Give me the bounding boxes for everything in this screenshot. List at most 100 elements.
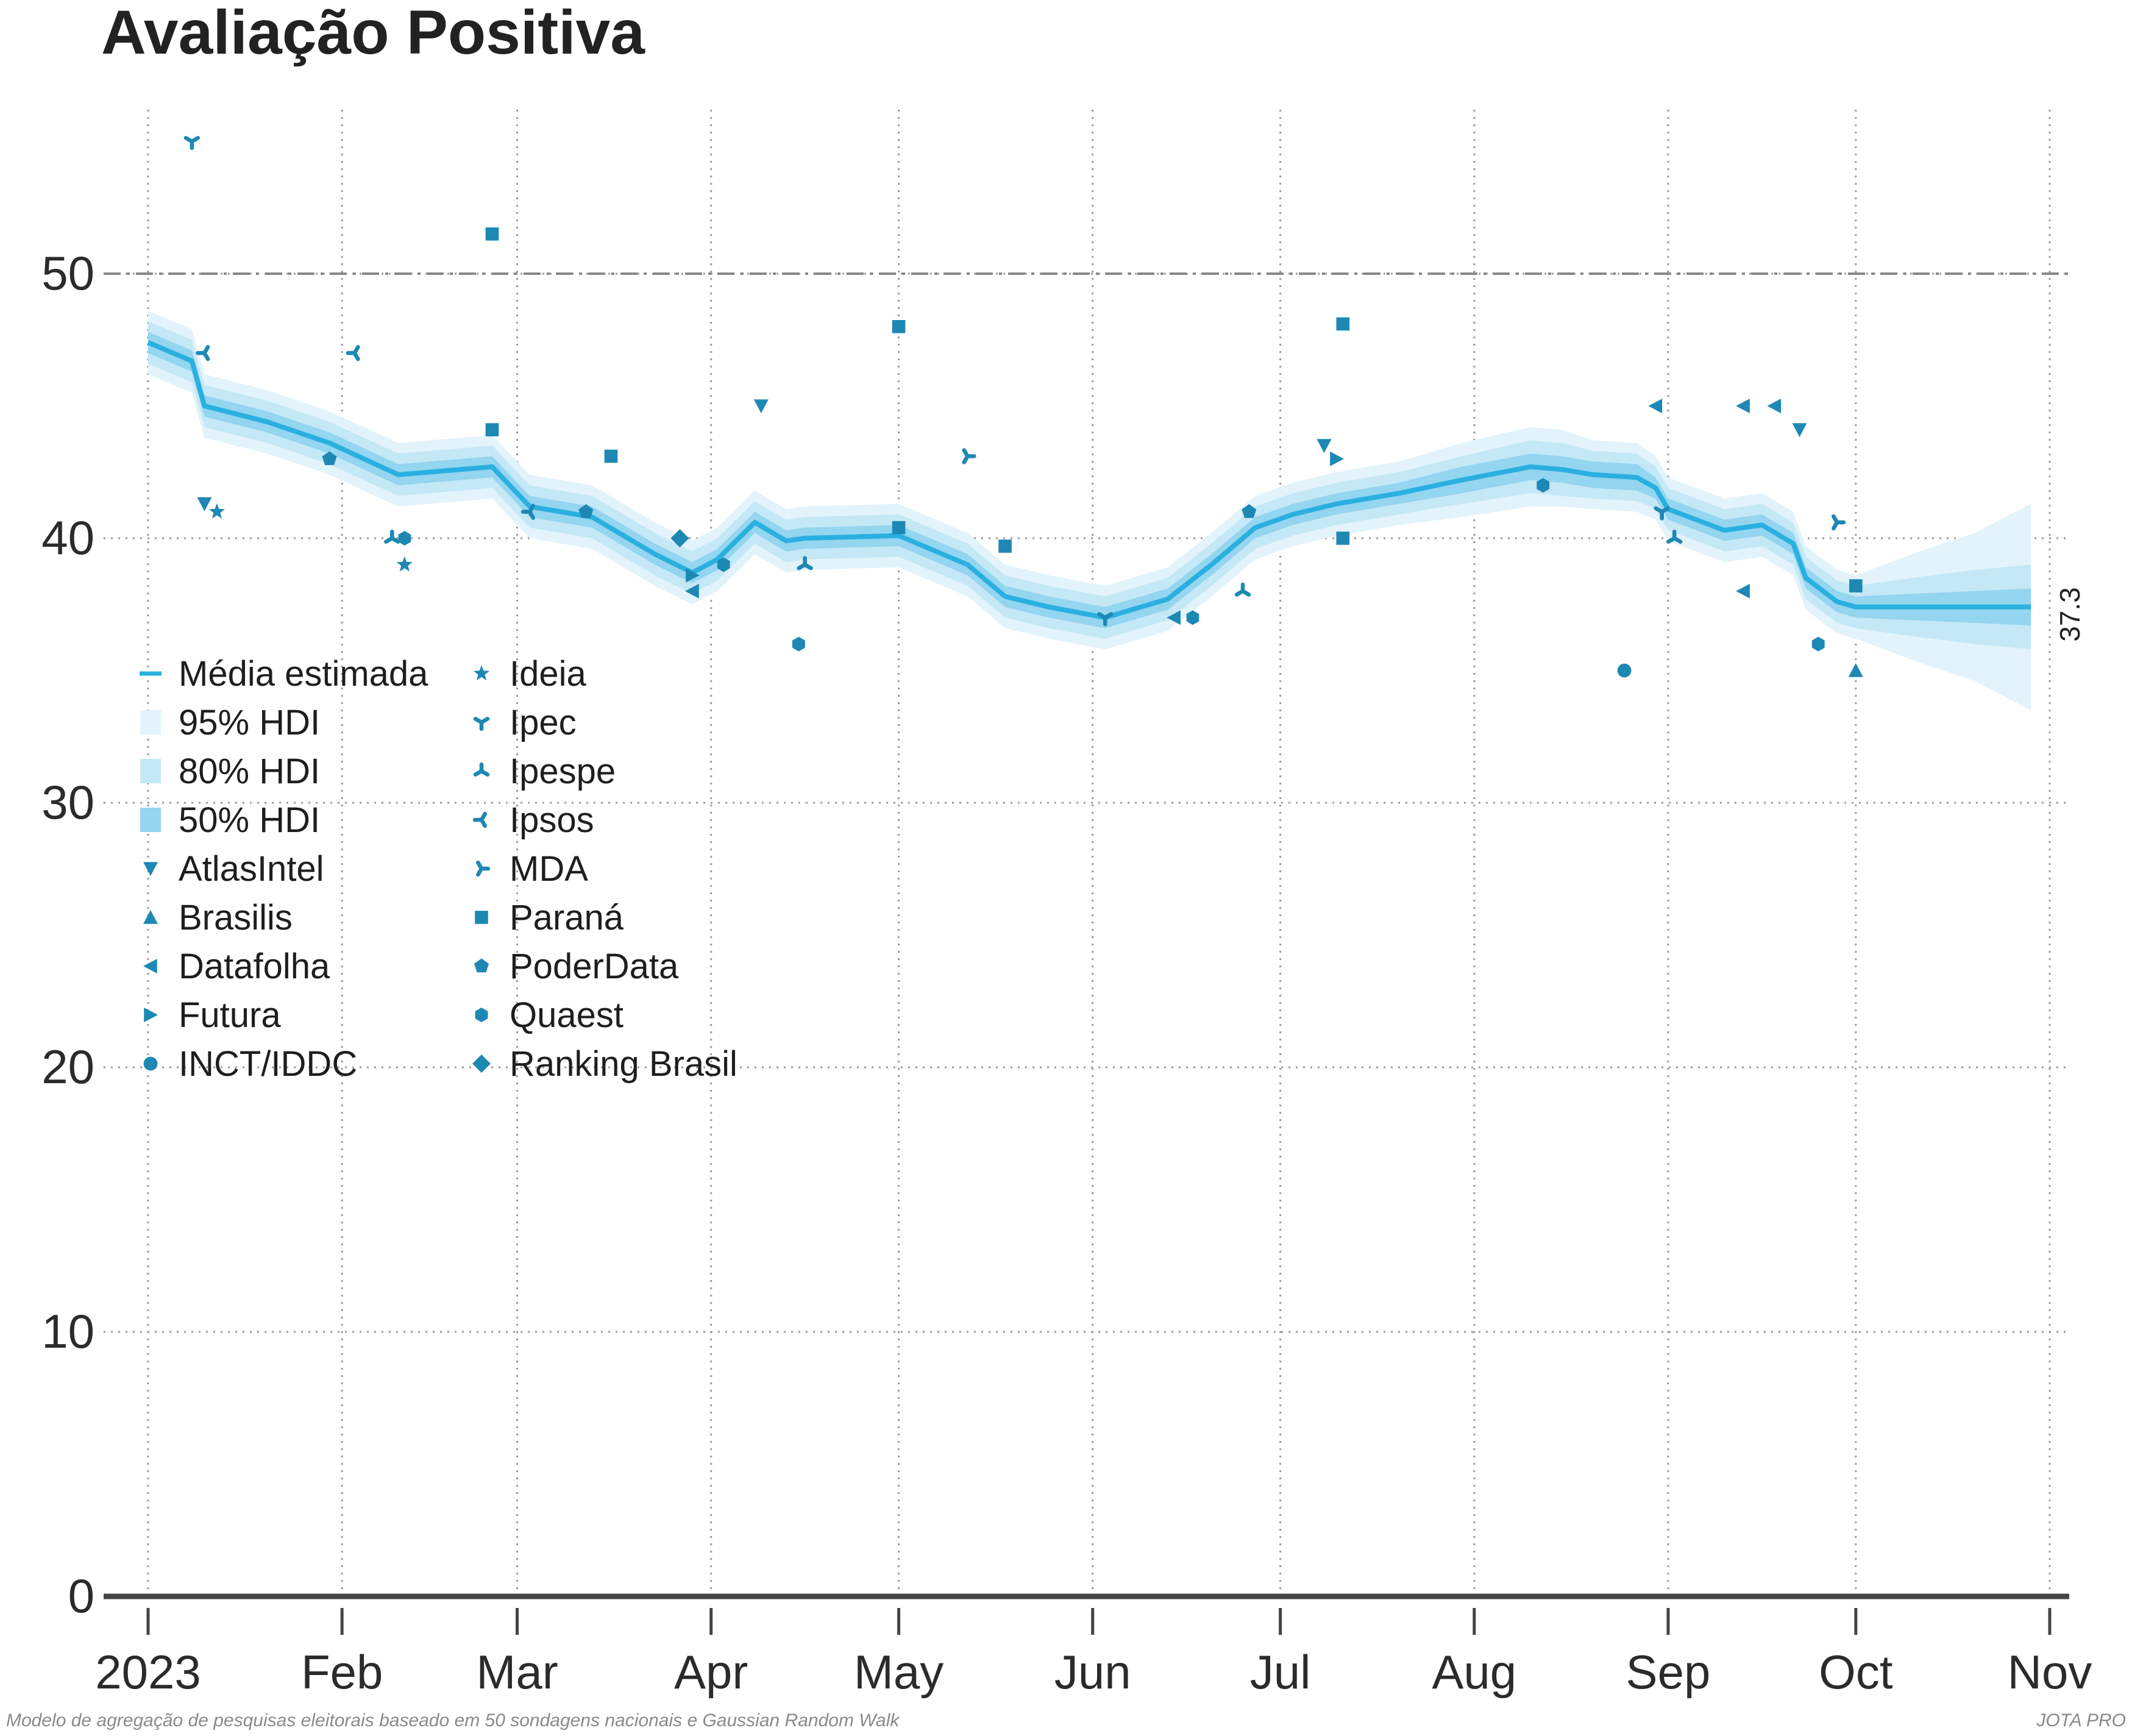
legend-marker-poderdata bbox=[474, 958, 489, 973]
point-datafolha-2 bbox=[1648, 399, 1663, 413]
legend-label-ipespe: Ipespe bbox=[510, 752, 616, 791]
legend-item-ipec: Ipec bbox=[473, 703, 577, 742]
point-quaest-4 bbox=[1537, 478, 1550, 493]
point-quaest-2 bbox=[792, 636, 805, 652]
legend-marker-futura bbox=[144, 1008, 158, 1022]
y-tick-label-40: 40 bbox=[41, 511, 94, 564]
point-datafolha-5 bbox=[1767, 399, 1782, 413]
estimate-line bbox=[147, 340, 2031, 621]
x-tick-label-nov: Nov bbox=[2008, 1645, 2092, 1699]
point-ipsos-0 bbox=[196, 345, 210, 361]
point-ipec-1 bbox=[1097, 612, 1114, 627]
point-paran--4 bbox=[892, 521, 906, 535]
legend-label-paran-: Paraná bbox=[510, 898, 624, 937]
point-ranking-brasil-0 bbox=[670, 529, 689, 547]
poll-points bbox=[183, 136, 1863, 678]
point-paran--1 bbox=[485, 423, 499, 436]
legend-marker-paran- bbox=[475, 911, 488, 924]
legend-item-brasilis: Brasilis bbox=[143, 898, 293, 937]
legend-label-50-hdi: 50% HDI bbox=[179, 800, 320, 840]
point-futura-0 bbox=[686, 567, 700, 583]
y-tick-label-50: 50 bbox=[41, 246, 94, 300]
legend-marker-mda bbox=[475, 860, 491, 877]
point-mda-0 bbox=[962, 448, 976, 464]
end-value-label: 37.3 bbox=[2054, 587, 2086, 642]
point-ipec-2 bbox=[1654, 506, 1670, 521]
point-atlasintel-3 bbox=[1792, 423, 1807, 438]
point-ipespe-1 bbox=[797, 556, 813, 571]
point-paran--2 bbox=[604, 449, 618, 463]
chart-title: Avaliação Positiva bbox=[101, 0, 645, 67]
legend-item-ideia: Ideia bbox=[473, 654, 587, 694]
point-quaest-3 bbox=[1186, 610, 1199, 625]
legend-marker-ideia bbox=[473, 665, 490, 681]
x-tick-label-feb: Feb bbox=[301, 1645, 383, 1699]
legend-item-50-hdi: 50% HDI bbox=[140, 800, 320, 840]
x-tick-label-jul: Jul bbox=[1250, 1645, 1311, 1699]
y-tick-label-10: 10 bbox=[41, 1304, 94, 1358]
point-atlasintel-2 bbox=[1317, 439, 1332, 454]
legend-label-mda: MDA bbox=[510, 849, 588, 889]
point-mda-1 bbox=[1832, 514, 1846, 531]
legend-marker-inct-iddc bbox=[143, 1056, 158, 1071]
point-poderdata-1 bbox=[578, 504, 594, 518]
point-ideia-0 bbox=[208, 503, 225, 519]
y-tick-label-20: 20 bbox=[41, 1040, 94, 1094]
point-ipsos-2 bbox=[521, 503, 536, 520]
x-tick-label-apr: Apr bbox=[674, 1645, 748, 1699]
legend-label-ranking-brasil: Ranking Brasil bbox=[510, 1044, 737, 1084]
x-tick-label-oct: Oct bbox=[1819, 1645, 1893, 1699]
legend-swatch-band50 bbox=[140, 808, 161, 832]
x-tick-label-may: May bbox=[854, 1645, 943, 1699]
point-atlasintel-1 bbox=[753, 399, 769, 413]
legend-item-atlasintel: AtlasIntel bbox=[143, 849, 324, 889]
legend-label-95-hdi: 95% HDI bbox=[179, 703, 320, 742]
x-tick-label-aug: Aug bbox=[1432, 1645, 1516, 1699]
point-atlasintel-0 bbox=[197, 497, 212, 511]
legend-marker-ranking-brasil bbox=[472, 1055, 491, 1073]
legend-item-quaest: Quaest bbox=[475, 995, 624, 1035]
point-paran--5 bbox=[998, 539, 1012, 553]
point-datafolha-3 bbox=[1736, 399, 1750, 413]
legend-label-datafolha: Datafolha bbox=[179, 947, 330, 986]
grid-lines bbox=[104, 110, 2069, 1596]
legend-label-poderdata: PoderData bbox=[510, 947, 679, 986]
point-quaest-1 bbox=[717, 557, 730, 572]
point-quaest-0 bbox=[398, 531, 411, 546]
legend-label-quaest: Quaest bbox=[510, 995, 624, 1035]
legend-item-inct-iddc: INCT/IDDC bbox=[143, 1044, 357, 1084]
legend-item-ipespe: Ipespe bbox=[473, 752, 616, 791]
legend-label-ideia: Ideia bbox=[510, 654, 587, 694]
legend-item-80-hdi: 80% HDI bbox=[140, 752, 320, 791]
point-ipsos-1 bbox=[346, 345, 360, 361]
legend-marker-datafolha bbox=[143, 959, 157, 973]
point-brasilis-0 bbox=[1848, 663, 1863, 677]
point-datafolha-4 bbox=[1736, 583, 1750, 599]
legend: Média estimada 95% HDI 80% HDI 50% HDI Atlas… bbox=[140, 654, 737, 1084]
legend-item-paran-: Paraná bbox=[475, 898, 624, 937]
point-datafolha-0 bbox=[684, 583, 699, 599]
point-poderdata-0 bbox=[322, 451, 337, 465]
legend-marker-quaest bbox=[475, 1008, 488, 1022]
legend-marker-brasilis bbox=[143, 910, 158, 924]
band-80-hdi bbox=[148, 321, 2031, 650]
caption: Modelo de agregação de pesquisas eleitor… bbox=[6, 1710, 900, 1731]
point-quaest-5 bbox=[1811, 636, 1825, 652]
point-datafolha-1 bbox=[1167, 610, 1181, 625]
legend-swatch-band95 bbox=[140, 710, 161, 735]
legend-label-inct-iddc: INCT/IDDC bbox=[179, 1044, 357, 1084]
mean-line bbox=[147, 340, 2031, 621]
x-tick-label-jun: Jun bbox=[1054, 1645, 1131, 1699]
legend-marker-atlasintel bbox=[143, 862, 158, 876]
legend-swatch-band80 bbox=[140, 759, 161, 783]
point-ipespe-0 bbox=[384, 529, 400, 544]
legend-item-ipsos: Ipsos bbox=[472, 800, 594, 840]
hdi-bands bbox=[148, 310, 2031, 711]
point-paran--6 bbox=[1336, 317, 1350, 331]
legend-item-ranking-brasil: Ranking Brasil bbox=[472, 1044, 737, 1084]
legend-item-futura: Futura bbox=[144, 995, 281, 1035]
legend-item-mda: MDA bbox=[475, 849, 588, 889]
legend-label-futura: Futura bbox=[179, 995, 281, 1035]
credit: JOTA PRO bbox=[2036, 1710, 2126, 1731]
